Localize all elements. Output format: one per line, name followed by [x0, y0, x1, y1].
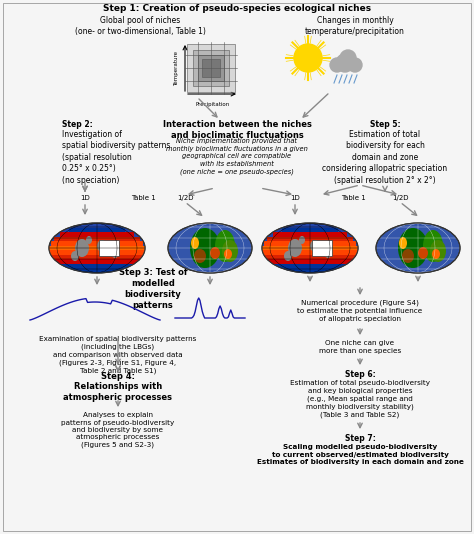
Text: One niche can give
more than one species: One niche can give more than one species	[319, 340, 401, 354]
Ellipse shape	[399, 237, 407, 249]
Bar	[262, 246, 358, 251]
Ellipse shape	[423, 230, 443, 262]
Ellipse shape	[310, 240, 320, 252]
Bar	[193, 50, 229, 86]
Text: Step 4:: Step 4:	[101, 372, 135, 381]
Text: Step 1: Creation of pseudo-species ecological niches: Step 1: Creation of pseudo-species ecolo…	[103, 4, 371, 13]
Ellipse shape	[215, 230, 235, 262]
Text: Investigation of
spatial biodiversity patterns
(spatial resolution
0.25° x 0.25°: Investigation of spatial biodiversity pa…	[62, 130, 170, 185]
Text: Scaling modelled pseudo-biodiversity
to current observed/estimated biodiversity
: Scaling modelled pseudo-biodiversity to …	[256, 444, 464, 465]
Ellipse shape	[288, 239, 302, 257]
Text: Precipitation: Precipitation	[196, 102, 230, 107]
Ellipse shape	[430, 240, 446, 262]
Circle shape	[348, 58, 362, 72]
Text: Relationships with
atmospheric processes: Relationships with atmospheric processes	[64, 382, 173, 402]
Ellipse shape	[224, 249, 232, 259]
Ellipse shape	[398, 228, 428, 268]
Text: Table 1: Table 1	[341, 195, 365, 201]
Circle shape	[330, 58, 344, 72]
Text: Step 3: Test of
modelled
biodiversity
patterns: Step 3: Test of modelled biodiversity pa…	[118, 268, 187, 310]
Ellipse shape	[262, 223, 358, 273]
Ellipse shape	[111, 248, 119, 258]
Text: Step 6:: Step 6:	[345, 370, 375, 379]
Bar	[69, 269, 125, 273]
Ellipse shape	[194, 249, 206, 263]
Text: Niche implementation provided that
monthly bioclimatic fluctuations in a given
g: Niche implementation provided that month…	[166, 138, 308, 175]
Bar	[264, 255, 356, 260]
Ellipse shape	[324, 248, 332, 258]
Ellipse shape	[376, 223, 460, 273]
Bar	[187, 44, 235, 92]
Ellipse shape	[86, 236, 92, 244]
Circle shape	[340, 50, 356, 66]
Bar	[267, 260, 353, 264]
Bar	[262, 250, 358, 255]
Circle shape	[294, 44, 322, 72]
Bar	[99, 240, 119, 256]
Bar	[283, 269, 337, 273]
Text: 1/2D: 1/2D	[177, 195, 193, 201]
Bar	[267, 237, 353, 242]
Ellipse shape	[71, 251, 79, 261]
Ellipse shape	[418, 247, 428, 259]
Text: Step 2:: Step 2:	[62, 120, 93, 129]
Text: Changes in monthly
temperature/precipitation: Changes in monthly temperature/precipita…	[305, 16, 405, 36]
Ellipse shape	[168, 223, 252, 273]
Bar	[69, 227, 125, 233]
Text: Estimation of total pseudo-biodiversity
and key biological properties
(e.g., Mea: Estimation of total pseudo-biodiversity …	[290, 380, 430, 418]
Ellipse shape	[97, 240, 107, 252]
Text: Interaction between the niches
and bioclimatic fluctuations: Interaction between the niches and biocl…	[163, 120, 311, 140]
Bar	[264, 241, 356, 246]
Ellipse shape	[75, 239, 89, 257]
Bar	[54, 260, 140, 264]
Bar	[51, 241, 143, 246]
Text: Global pool of niches
(one- or two-dimensional, Table 1): Global pool of niches (one- or two-dimen…	[74, 16, 205, 36]
Bar	[202, 59, 220, 77]
Ellipse shape	[432, 249, 440, 259]
Ellipse shape	[190, 228, 220, 268]
Ellipse shape	[402, 249, 414, 263]
Text: Numerical procedure (Figure S4)
to estimate the potential influence
of allopatri: Numerical procedure (Figure S4) to estim…	[297, 300, 423, 321]
Bar	[60, 264, 134, 269]
Ellipse shape	[284, 251, 292, 261]
Text: Step 5:: Step 5:	[370, 120, 401, 129]
Text: Estimation of total
biodiversity for each
domain and zone
considering allopatric: Estimation of total biodiversity for eac…	[322, 130, 447, 185]
Ellipse shape	[299, 236, 305, 244]
Text: Analyses to explain
patterns of pseudo-biodiversity
and biodiversity by some
atm: Analyses to explain patterns of pseudo-b…	[61, 412, 174, 449]
Ellipse shape	[222, 240, 238, 262]
Bar	[54, 237, 140, 242]
Bar	[51, 255, 143, 260]
Bar	[312, 240, 332, 256]
Text: Temperature: Temperature	[174, 51, 180, 85]
Text: 1D: 1D	[290, 195, 300, 201]
Bar	[273, 264, 347, 269]
Ellipse shape	[210, 247, 220, 259]
Bar	[49, 246, 145, 251]
Bar	[283, 227, 337, 233]
Bar	[60, 232, 134, 237]
Bar	[198, 55, 224, 81]
Ellipse shape	[49, 223, 145, 273]
Ellipse shape	[191, 237, 199, 249]
Text: Examination of spatial biodiversity patterns
(including the LBGs)
and comparison: Examination of spatial biodiversity patt…	[39, 336, 197, 373]
Bar	[49, 250, 145, 255]
Bar	[273, 232, 347, 237]
Circle shape	[336, 54, 354, 72]
Text: 1/2D: 1/2D	[392, 195, 408, 201]
Text: Table 1: Table 1	[131, 195, 155, 201]
Text: 1D: 1D	[80, 195, 90, 201]
Text: Step 7:: Step 7:	[345, 434, 375, 443]
